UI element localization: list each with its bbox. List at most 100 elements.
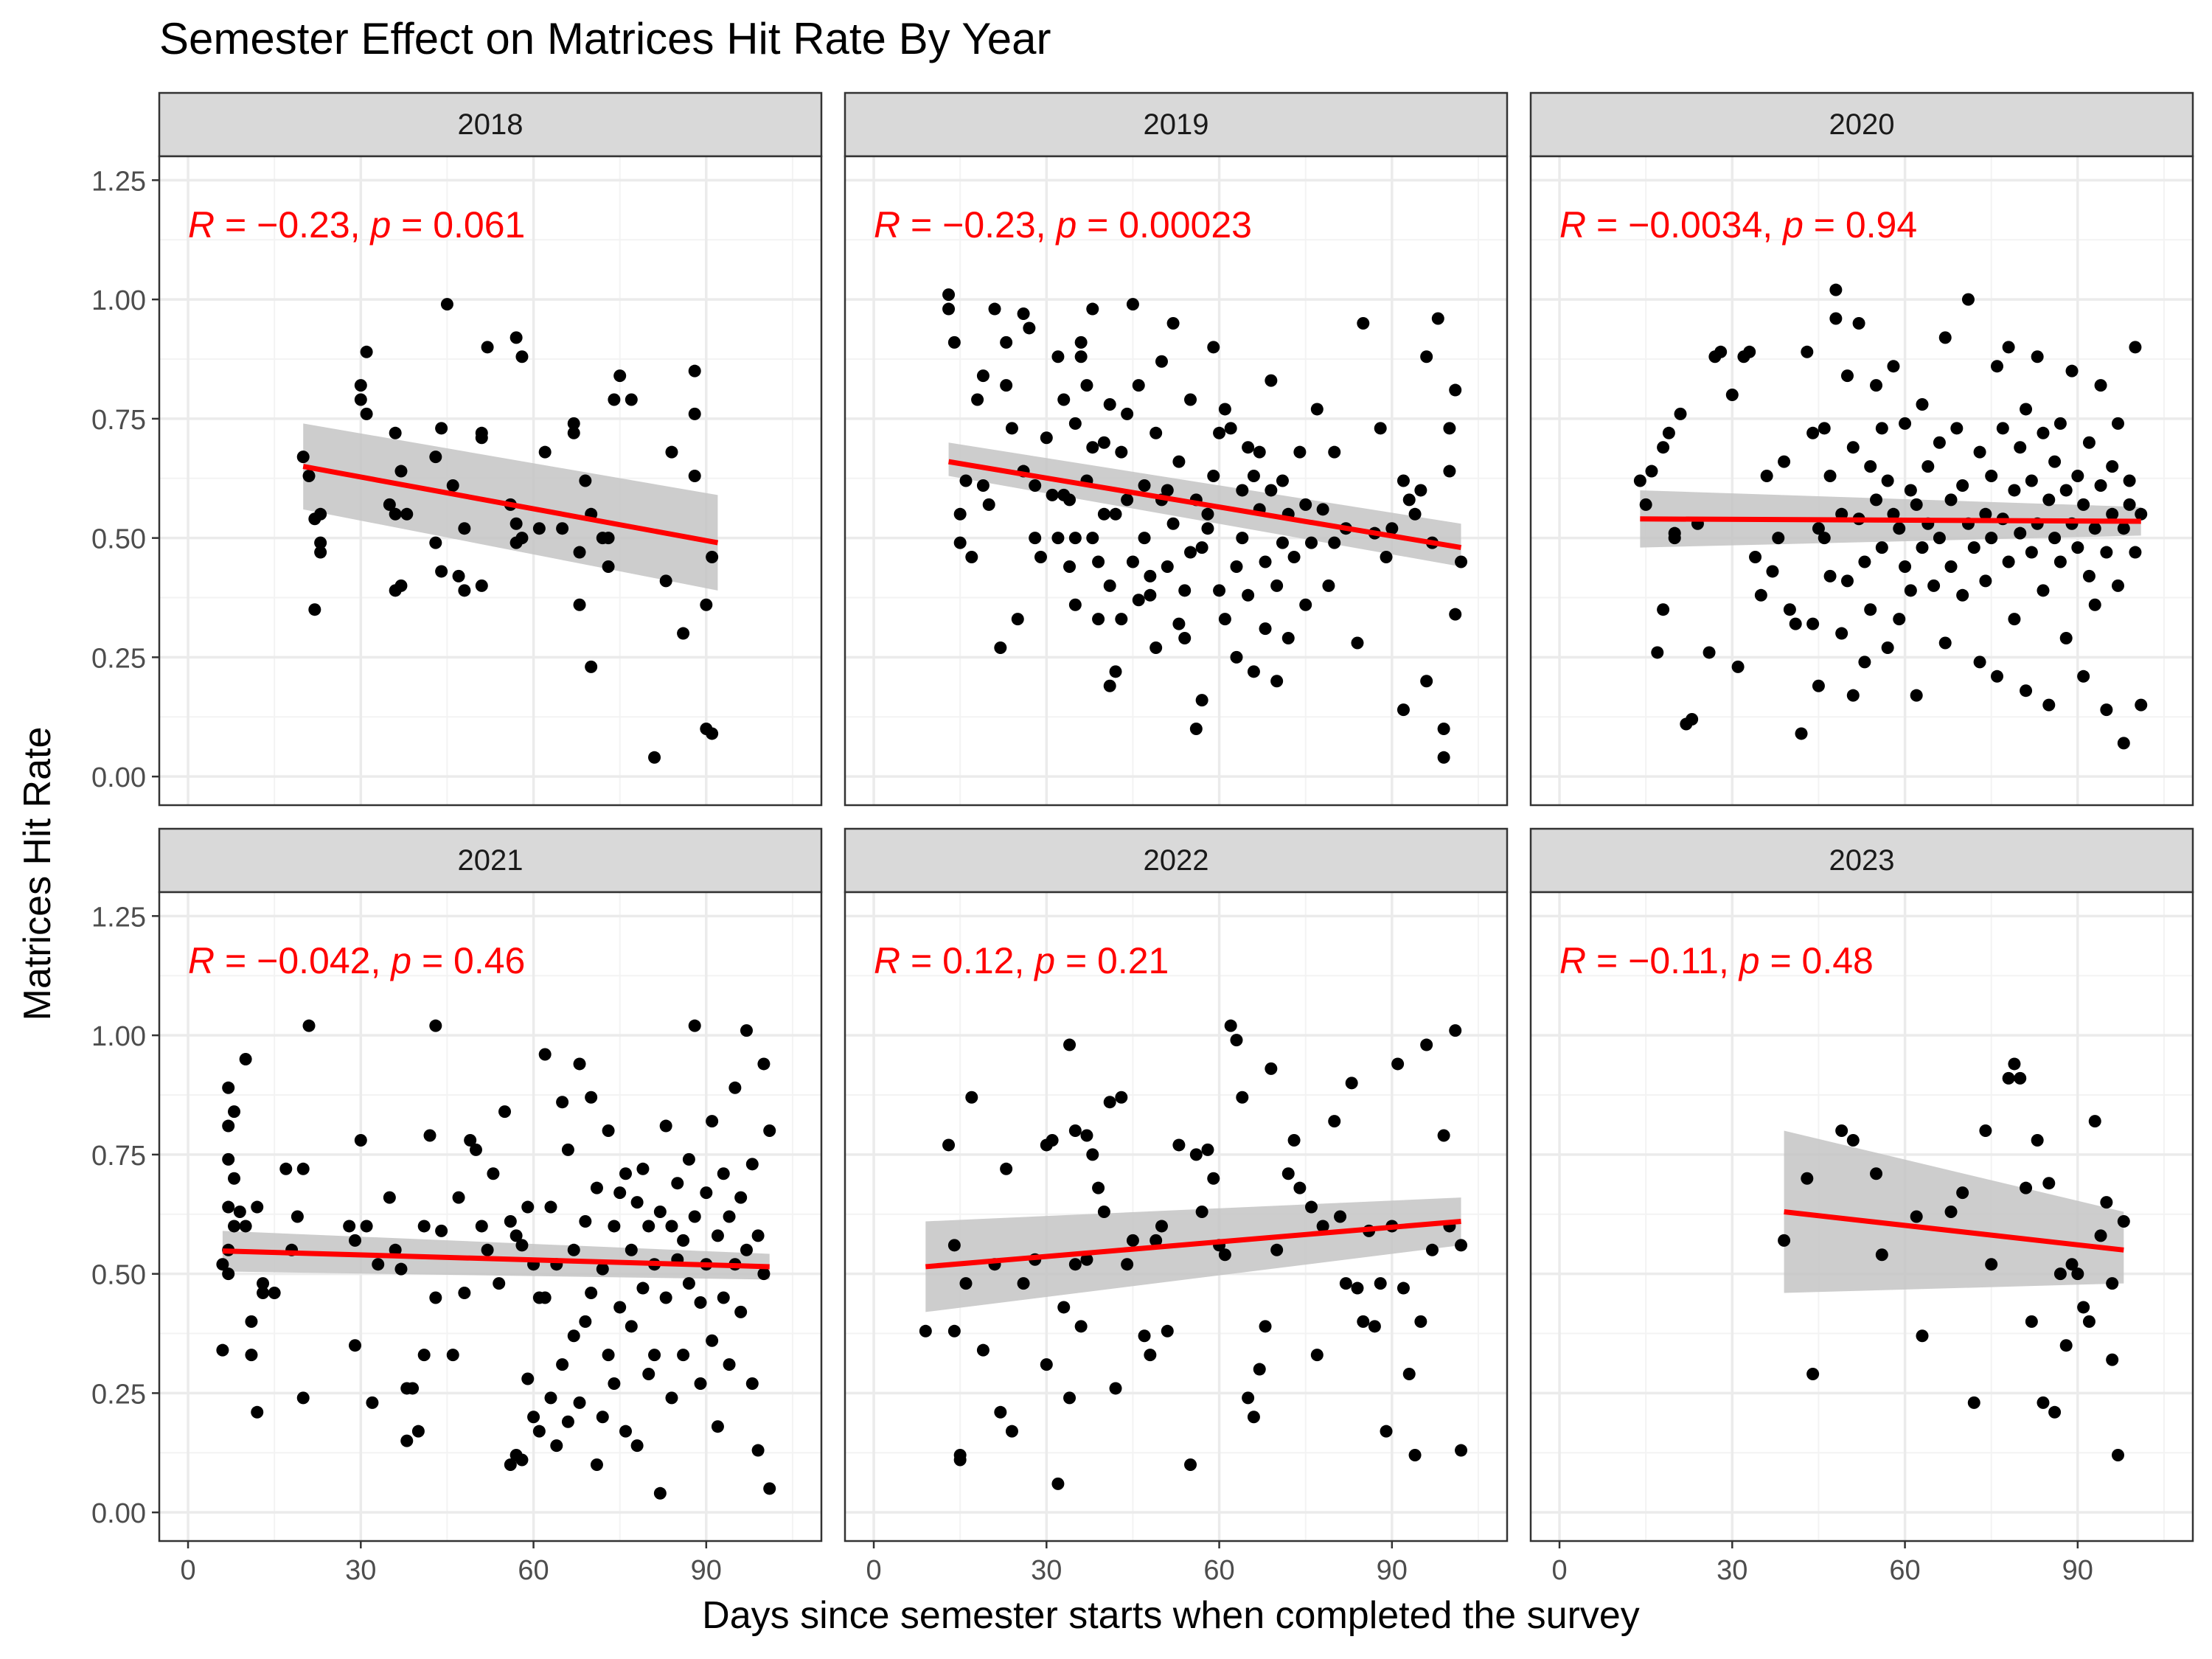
data-point (228, 1220, 241, 1233)
data-point (1425, 1243, 1439, 1256)
data-point (1864, 460, 1877, 473)
data-point (659, 574, 672, 588)
annotation-text: p (369, 204, 391, 246)
data-point (2106, 507, 2119, 521)
data-point (429, 536, 442, 549)
y-tick-label: 0.75 (91, 1141, 146, 1172)
data-point (2123, 474, 2136, 487)
data-point (602, 560, 615, 573)
data-point (481, 1243, 494, 1256)
data-point (1904, 484, 1917, 497)
data-point (239, 1220, 252, 1233)
data-point (1218, 1248, 1231, 1262)
data-point (1996, 422, 2009, 435)
data-point (694, 1377, 707, 1390)
data-point (1858, 555, 1871, 568)
data-point (1063, 1391, 1077, 1405)
data-point (1662, 426, 1675, 439)
data-point (942, 302, 956, 316)
data-point (1109, 1382, 1122, 1395)
data-point (579, 474, 592, 487)
data-point (2135, 698, 2148, 712)
data-point (521, 1372, 535, 1385)
data-point (1040, 1358, 1053, 1371)
data-point (2088, 598, 2101, 611)
data-point (1051, 350, 1065, 364)
y-tick-label: 0.25 (91, 1379, 146, 1410)
data-point (1161, 1324, 1174, 1338)
data-point (2123, 498, 2136, 511)
chart-title: Semester Effect on Matrices Hit Rate By … (159, 14, 1051, 63)
data-point (988, 302, 1001, 316)
data-point (573, 1057, 586, 1071)
data-point (1437, 1129, 1450, 1142)
data-point (971, 393, 984, 406)
data-point (1109, 665, 1122, 678)
data-point (1835, 627, 1848, 640)
data-point (1000, 335, 1013, 349)
data-point (1097, 507, 1110, 521)
data-point (1161, 484, 1174, 497)
annotation-text: = (900, 204, 942, 246)
data-point (1749, 551, 1762, 564)
data-point (1276, 474, 1289, 487)
data-point (1011, 613, 1024, 626)
correlation-annotation-2022: R = 0.12, p = 0.21 (874, 940, 1169, 981)
data-point (1057, 393, 1071, 406)
annotation-value: −0.042 (257, 940, 370, 981)
data-point (1310, 1349, 1324, 1362)
data-point (228, 1172, 241, 1185)
data-point (360, 1220, 373, 1233)
data-point (1178, 632, 1192, 645)
data-point (245, 1315, 258, 1328)
data-point (360, 407, 373, 420)
data-point (1397, 474, 1410, 487)
data-point (2088, 522, 2101, 535)
data-point (1138, 479, 1151, 492)
data-point (636, 1162, 650, 1175)
data-point (515, 350, 529, 364)
data-point (2020, 1181, 2033, 1194)
annotation-text: = (1804, 204, 1846, 246)
data-point (1812, 679, 1825, 692)
data-point (1818, 532, 1831, 545)
panel-border (158, 891, 823, 1543)
annotation-value: −0.11 (1628, 940, 1719, 981)
data-point (1455, 1444, 1468, 1457)
data-point (1299, 598, 1312, 611)
data-point (642, 1220, 655, 1233)
annotation-value: 0.00023 (1119, 204, 1252, 246)
data-point (1138, 532, 1151, 545)
data-point (1242, 588, 1255, 602)
data-point (1973, 655, 1986, 669)
data-point (446, 1349, 459, 1362)
data-point (251, 1200, 264, 1214)
data-point (1195, 1206, 1208, 1219)
data-point (1316, 503, 1329, 516)
data-point (556, 522, 569, 535)
data-point (1455, 555, 1468, 568)
data-point (1201, 522, 1214, 535)
correlation-annotation-2019: R = −0.23, p = 0.00023 (874, 204, 1252, 246)
data-point (2100, 1196, 2113, 1209)
data-point (1115, 1091, 1128, 1104)
data-point (389, 426, 402, 439)
data-point (596, 1411, 609, 1424)
data-point (1017, 307, 1030, 321)
data-point (1334, 1210, 1347, 1223)
data-point (585, 1091, 598, 1104)
annotation-text: R (1559, 204, 1586, 246)
data-point (1161, 560, 1174, 573)
data-point (2117, 1214, 2130, 1228)
data-point (959, 474, 973, 487)
data-point (1754, 588, 1767, 602)
data-point (1840, 574, 1854, 588)
data-point (1109, 507, 1122, 521)
data-point (2014, 526, 2027, 540)
data-point (2042, 1177, 2056, 1190)
data-point (1933, 532, 1946, 545)
data-point (1207, 470, 1220, 483)
data-point (1230, 560, 1243, 573)
data-point (1281, 632, 1295, 645)
data-point (538, 1048, 552, 1061)
